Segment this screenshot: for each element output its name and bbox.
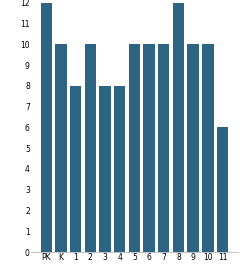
Bar [202, 44, 214, 252]
Bar [173, 3, 184, 252]
Bar [55, 44, 67, 252]
Bar [85, 44, 96, 252]
Bar [70, 86, 81, 252]
Bar [99, 86, 111, 252]
Bar [41, 3, 52, 252]
Bar [114, 86, 126, 252]
Bar [217, 127, 228, 252]
Bar [143, 44, 155, 252]
Bar [158, 44, 169, 252]
Bar [187, 44, 199, 252]
Bar [129, 44, 140, 252]
